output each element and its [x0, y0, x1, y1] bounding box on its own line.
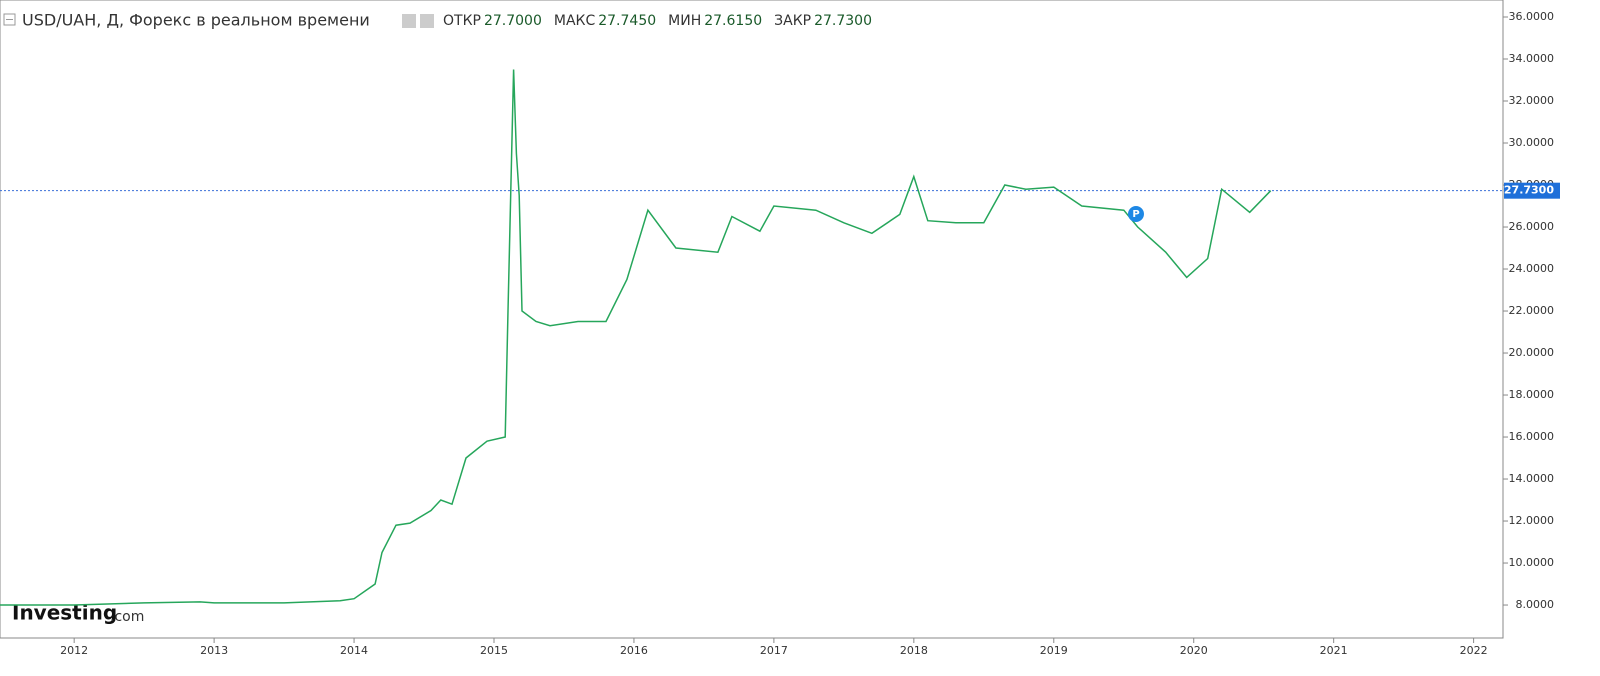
x-tick-label: 2018 [900, 644, 928, 657]
ohlc-value: 27.6150 [704, 13, 762, 29]
x-tick-label: 2021 [1320, 644, 1348, 657]
x-tick-label: 2015 [480, 644, 508, 657]
plot-frame [0, 0, 1504, 639]
ohlc-label: ОТКР [443, 13, 481, 29]
y-tick-label: 36.0000 [1509, 10, 1555, 23]
x-tick-label: 2016 [620, 644, 648, 657]
x-tick-label: 2017 [760, 644, 788, 657]
annotation-label: P [1132, 209, 1139, 220]
y-tick-label: 30.0000 [1509, 136, 1555, 149]
x-tick-label: 2012 [60, 644, 88, 657]
chart-title: USD/UAH, Д, Форекс в реальном времени [22, 11, 370, 30]
x-tick-label: 2014 [340, 644, 368, 657]
y-tick-label: 24.0000 [1509, 262, 1555, 275]
settings-icon[interactable] [420, 14, 434, 28]
x-tick-label: 2013 [200, 644, 228, 657]
ohlc-value: 27.7300 [814, 13, 872, 29]
x-tick-label: 2022 [1460, 644, 1488, 657]
price-line [0, 69, 1272, 606]
y-tick-label: 22.0000 [1509, 304, 1555, 317]
collapse-icon[interactable] [3, 13, 16, 26]
x-tick-label: 2020 [1180, 644, 1208, 657]
logo-suffix: .com [110, 609, 144, 625]
y-tick-label: 12.0000 [1509, 514, 1555, 527]
y-tick-label: 26.0000 [1509, 220, 1555, 233]
settings-icon[interactable] [402, 14, 416, 28]
x-tick-label: 2019 [1040, 644, 1068, 657]
last-price-label: 27.7300 [1504, 184, 1554, 197]
y-tick-label: 10.0000 [1509, 556, 1555, 569]
last-price-badge [1504, 182, 1560, 199]
annotation-marker [1128, 206, 1144, 222]
ohlc-value: 27.7450 [598, 13, 656, 29]
y-tick-label: 16.0000 [1509, 430, 1555, 443]
ohlc-value: 27.7000 [484, 13, 542, 29]
ohlc-label: МИН [668, 13, 701, 29]
y-tick-label: 20.0000 [1509, 346, 1555, 359]
y-tick-label: 8.0000 [1516, 598, 1555, 611]
y-tick-label: 32.0000 [1509, 94, 1555, 107]
y-tick-label: 14.0000 [1509, 472, 1555, 485]
y-tick-label: 34.0000 [1509, 52, 1555, 65]
ohlc-label: МАКС [554, 13, 596, 29]
y-tick-label: 18.0000 [1509, 388, 1555, 401]
ohlc-label: ЗАКР [774, 13, 811, 29]
